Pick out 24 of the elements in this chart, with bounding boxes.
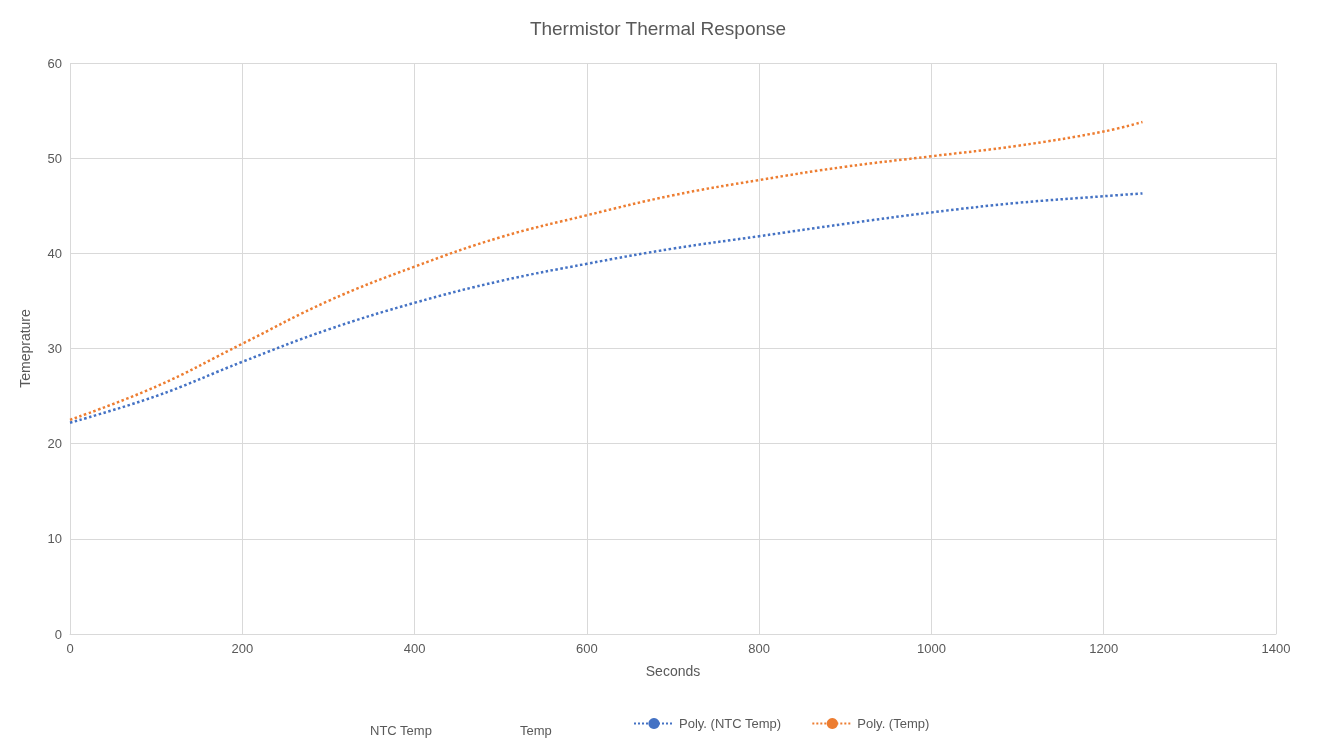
y-tick-label: 60	[47, 55, 62, 71]
legend-label: Poly. (Temp)	[857, 716, 930, 731]
x-tick-label: 400	[403, 641, 426, 656]
y-tick-label: 30	[47, 341, 62, 356]
legend-label: Poly. (NTC Temp)	[679, 716, 782, 731]
line-series	[68, 120, 1144, 422]
text: Temp	[520, 723, 552, 738]
x-axis-title: Seconds	[645, 663, 701, 679]
chart-title: Thermistor Thermal Response	[529, 18, 787, 39]
y-tick-label: 40	[47, 245, 62, 261]
x-tick-label: 0	[66, 641, 74, 656]
x-tick-label: 200	[231, 641, 254, 656]
y-tick-label: 10	[47, 531, 62, 547]
x-tick-label: 600	[576, 641, 598, 656]
y-tick-label: 20	[47, 436, 62, 452]
x-tick-label: 1200	[1089, 641, 1119, 656]
x-tick-label: 800	[748, 641, 770, 656]
y-axis-title: Temeprature	[17, 308, 33, 388]
x-tick-label: 1000	[916, 641, 946, 656]
line-series	[68, 192, 1144, 424]
text: NTC Temp	[370, 723, 432, 738]
y-tick-label: 50	[47, 150, 62, 166]
y-tick-label: 0	[54, 626, 62, 642]
x-tick-label: 1400	[1261, 641, 1291, 656]
